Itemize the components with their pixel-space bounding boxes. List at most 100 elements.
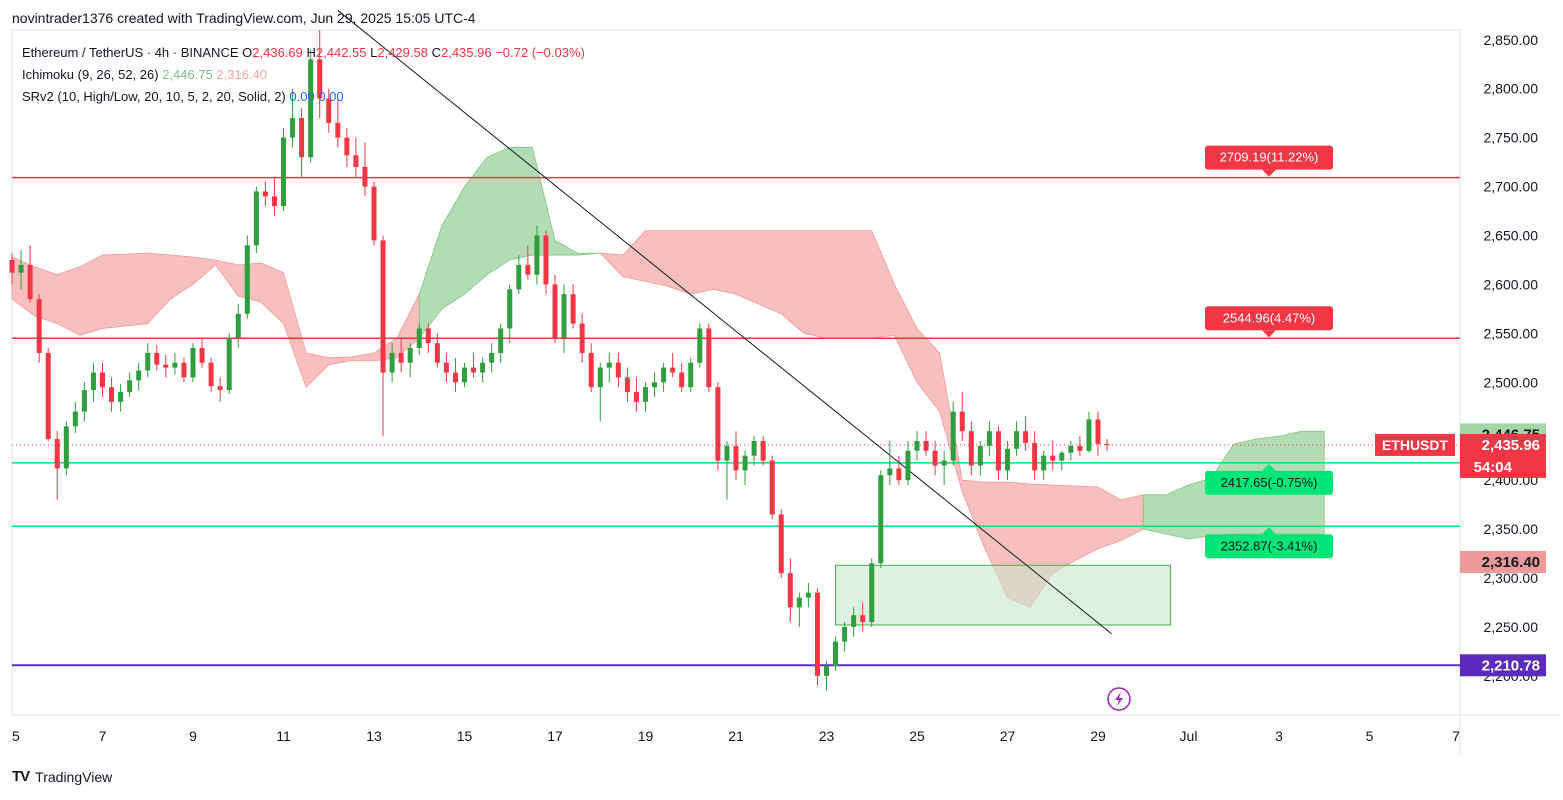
candle-body <box>45 352 51 440</box>
close-label: C <box>431 45 441 60</box>
candle-body <box>787 573 793 608</box>
level-label-text: 2544.96(4.47%) <box>1223 310 1316 325</box>
srv2-value-1: 0.00 <box>289 89 315 104</box>
level-label-box <box>1205 306 1333 331</box>
candle-body <box>661 367 667 383</box>
open-label: O <box>242 45 253 60</box>
candle-body <box>842 626 848 642</box>
footer: TV TradingView <box>12 768 112 785</box>
candle-body <box>54 439 60 469</box>
time-tick-label: 11 <box>276 728 291 744</box>
price-tick-label: 2,300.00 <box>1484 570 1539 586</box>
candle-body <box>543 235 549 285</box>
candle-body <box>1050 455 1056 461</box>
candle-body <box>751 441 757 456</box>
candle-body <box>317 59 323 99</box>
time-tick-label: 15 <box>457 728 473 744</box>
candle-body <box>100 372 105 388</box>
candle-body <box>833 641 839 667</box>
candle-body <box>452 372 458 383</box>
candle-body <box>271 196 277 207</box>
candle-body <box>281 137 286 207</box>
level-label-pointer <box>1262 330 1276 338</box>
price-tick-label: 2,250.00 <box>1484 619 1539 635</box>
candle-body <box>389 352 395 373</box>
candle-body <box>869 563 875 623</box>
candle-body <box>887 468 893 476</box>
open-value: 2,436.69 <box>252 45 303 60</box>
candle-body <box>416 328 422 349</box>
level-label-box <box>1205 534 1333 559</box>
change-value: −0.72 (−0.03%) <box>495 45 585 60</box>
candle-body <box>552 284 558 339</box>
candle-body <box>715 387 721 461</box>
candle-body <box>299 118 305 158</box>
candle-body <box>805 592 811 598</box>
high-label: H <box>306 45 316 60</box>
candle-body <box>697 328 703 363</box>
legend-srv2-row[interactable]: SRv2 (10, High/Low, 20, 10, 5, 2, 20, So… <box>22 89 344 104</box>
footer-brand[interactable]: TradingView <box>35 768 113 785</box>
candle-body <box>525 264 531 275</box>
time-tick-label: 19 <box>638 728 654 744</box>
price-tick-label: 2,550.00 <box>1484 325 1539 341</box>
time-tick-label: 27 <box>1000 728 1016 744</box>
last-price-tag-box <box>1460 433 1546 478</box>
candle-body <box>335 122 341 138</box>
level-label-box <box>1205 470 1333 495</box>
ichimoku-value-2: 2,316.40 <box>216 67 268 82</box>
legend-ichimoku-row[interactable]: Ichimoku (9, 26, 52, 26) 2,446.75 2,316.… <box>22 67 267 82</box>
candle-body <box>507 289 513 329</box>
candle-body <box>534 235 540 275</box>
candle-body <box>914 441 920 451</box>
candle-body <box>968 431 974 466</box>
candle-body <box>217 386 223 391</box>
low-value: 2,429.58 <box>377 45 428 60</box>
cloud-bottom-tag-text: 2,316.40 <box>1482 554 1540 571</box>
candle-body <box>977 445 983 466</box>
candle-body <box>878 475 884 564</box>
level-label-text: 2709.19(11.22%) <box>1220 150 1319 165</box>
candle-body <box>462 367 467 383</box>
time-tick-label: 5 <box>12 728 20 744</box>
candle-body <box>353 155 359 167</box>
price-axis: 2,850.00 2,800.00 2,750.00 2,700.00 2,650.00… <box>1484 32 1539 684</box>
time-tick-label: 25 <box>909 728 925 744</box>
level-label-text: 2417.65(-0.75%) <box>1221 475 1318 490</box>
candle-body <box>471 367 477 373</box>
price-tags: 2,446.752,435.9654:042,316.402,210.78ETH… <box>1107 423 1546 711</box>
candle-body <box>1095 419 1101 444</box>
candle-body <box>308 59 314 158</box>
candle-body <box>1086 419 1092 451</box>
candle-body <box>262 191 268 197</box>
purple-level-tag-box <box>1460 654 1546 677</box>
candle-body <box>905 450 911 481</box>
candle-body <box>443 362 449 373</box>
time-tick-label: 3 <box>1275 728 1283 744</box>
candle-body <box>63 426 69 469</box>
candle-body <box>326 98 332 123</box>
cloud-bearish-segment <box>11 252 420 388</box>
time-tick-label: 9 <box>189 728 197 744</box>
symbol-name: Ethereum / TetherUS · 4h · BINANCE <box>22 45 239 60</box>
candle-body <box>1077 445 1083 451</box>
time-tick-label: 21 <box>728 728 744 744</box>
candle-body <box>851 615 857 627</box>
candle-body <box>1005 448 1010 471</box>
countdown-text: 54:04 <box>1474 459 1513 476</box>
descending-trendline <box>337 10 1112 635</box>
candle-body <box>235 313 241 339</box>
demand-zone-box <box>835 564 1171 626</box>
candle-body <box>561 294 567 339</box>
price-tick-label: 2,700.00 <box>1484 179 1539 195</box>
candle-body <box>480 362 486 373</box>
candle-body <box>1068 445 1074 453</box>
price-tick-label: 2,500.00 <box>1484 374 1539 390</box>
time-tick-label: 13 <box>366 728 382 744</box>
candle-body <box>244 245 250 314</box>
candle-body <box>923 441 929 451</box>
price-tick-label: 2,650.00 <box>1484 228 1539 244</box>
candle-body <box>769 460 775 515</box>
candle-body <box>18 264 24 273</box>
